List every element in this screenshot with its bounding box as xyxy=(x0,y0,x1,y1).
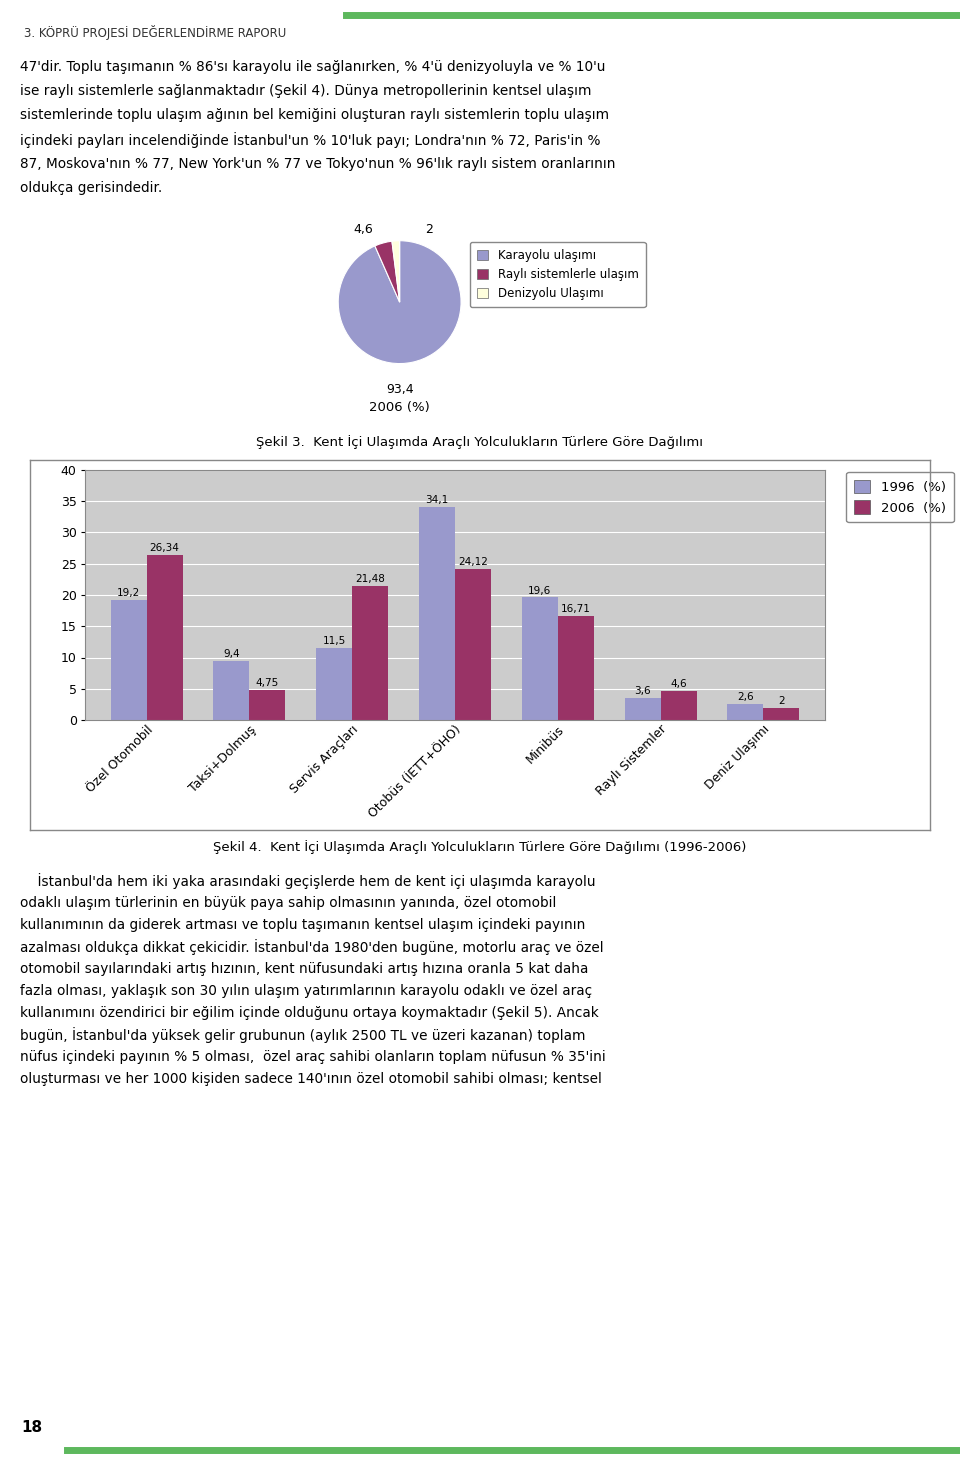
Text: 2: 2 xyxy=(425,224,433,237)
Text: 16,71: 16,71 xyxy=(561,603,590,614)
Text: 19,2: 19,2 xyxy=(117,589,140,598)
Text: 9,4: 9,4 xyxy=(223,649,240,659)
Text: 4,6: 4,6 xyxy=(353,224,372,237)
Bar xyxy=(763,707,800,720)
Text: 2006 (%): 2006 (%) xyxy=(370,402,430,415)
Wedge shape xyxy=(392,241,399,302)
Text: kullanımını özendirici bir eğilim içinde olduğunu ortaya koymaktadır (Şekil 5). : kullanımını özendirici bir eğilim içinde… xyxy=(20,1007,599,1020)
Text: Şekil 3.  Kent İçi Ulaşımda Araçlı Yolculukların Türlere Göre Dağılımı: Şekil 3. Kent İçi Ulaşımda Araçlı Yolcul… xyxy=(256,435,704,449)
Text: 3. KÖPRÜ PROJESİ DEĞERLENDİRME RAPORU: 3. KÖPRÜ PROJESİ DEĞERLENDİRME RAPORU xyxy=(24,25,286,41)
Text: 2: 2 xyxy=(778,695,784,706)
Text: içindeki payları incelendiğinde İstanbul'un % 10'luk payı; Londra'nın % 72, Pari: içindeki payları incelendiğinde İstanbul… xyxy=(20,131,601,148)
Text: ise raylı sistemlerle sağlanmaktadır (Şekil 4). Dünya metropollerinin kentsel ul: ise raylı sistemlerle sağlanmaktadır (Şe… xyxy=(20,85,591,98)
Bar xyxy=(558,615,593,720)
Text: 21,48: 21,48 xyxy=(355,574,385,584)
Bar xyxy=(147,555,182,720)
Text: 4,75: 4,75 xyxy=(255,678,279,688)
Legend: 1996  (%), 2006  (%): 1996 (%), 2006 (%) xyxy=(847,472,953,523)
Bar xyxy=(419,507,455,720)
Bar xyxy=(110,600,147,720)
Text: 18: 18 xyxy=(21,1420,42,1435)
Text: 34,1: 34,1 xyxy=(425,495,448,506)
Text: kullanımının da giderek artması ve toplu taşımanın kentsel ulaşım içindeki payın: kullanımının da giderek artması ve toplu… xyxy=(20,918,586,932)
Text: fazla olması, yaklaşık son 30 yılın ulaşım yatırımlarının karayolu odaklı ve öze: fazla olması, yaklaşık son 30 yılın ulaş… xyxy=(20,985,592,998)
Text: nüfus içindeki payının % 5 olması,  özel araç sahibi olanların toplam nüfusun % : nüfus içindeki payının % 5 olması, özel … xyxy=(20,1050,606,1064)
Bar xyxy=(213,662,250,720)
Text: azalması oldukça dikkat çekicidir. İstanbul'da 1980'den bugüne, motorlu araç ve : azalması oldukça dikkat çekicidir. İstan… xyxy=(20,939,604,955)
Bar xyxy=(352,586,388,720)
Bar xyxy=(522,598,558,720)
Text: bugün, İstanbul'da yüksek gelir grubunun (aylık 2500 TL ve üzeri kazanan) toplam: bugün, İstanbul'da yüksek gelir grubunun… xyxy=(20,1027,586,1043)
Text: 19,6: 19,6 xyxy=(528,586,551,596)
Text: 24,12: 24,12 xyxy=(458,558,488,567)
Text: 87, Moskova'nın % 77, New York'un % 77 ve Tokyo'nun % 96'lık raylı sistem oranla: 87, Moskova'nın % 77, New York'un % 77 v… xyxy=(20,156,615,171)
Text: 2,6: 2,6 xyxy=(737,693,754,701)
Text: 47'dir. Toplu taşımanın % 86'sı karayolu ile sağlanırken, % 4'ü denizyoluyla ve : 47'dir. Toplu taşımanın % 86'sı karayolu… xyxy=(20,60,606,75)
Text: 26,34: 26,34 xyxy=(150,543,180,554)
Text: İstanbul'da hem iki yaka arasındaki geçişlerde hem de kent içi ulaşımda karayolu: İstanbul'da hem iki yaka arasındaki geçi… xyxy=(20,874,595,888)
Bar xyxy=(455,570,491,720)
Text: oluşturması ve her 1000 kişiden sadece 140'ının özel otomobil sahibi olması; ken: oluşturması ve her 1000 kişiden sadece 1… xyxy=(20,1072,602,1086)
Wedge shape xyxy=(338,241,461,364)
Bar xyxy=(625,697,660,720)
Bar xyxy=(316,649,352,720)
Bar xyxy=(660,691,697,720)
Text: sistemlerinde toplu ulaşım ağının bel kemiğini oluşturan raylı sistemlerin toplu: sistemlerinde toplu ulaşım ağının bel ke… xyxy=(20,108,610,123)
Text: Şekil 4.  Kent İçi Ulaşımda Araçlı Yolculukların Türlere Göre Dağılımı (1996-200: Şekil 4. Kent İçi Ulaşımda Araçlı Yolcul… xyxy=(213,840,747,855)
Text: 11,5: 11,5 xyxy=(323,636,346,646)
Text: otomobil sayılarındaki artış hızının, kent nüfusundaki artış hızına oranla 5 kat: otomobil sayılarındaki artış hızının, ke… xyxy=(20,961,588,976)
Legend: Karayolu ulaşımı, Raylı sistemlerle ulaşım, Denizyolu Ulaşımı: Karayolu ulaşımı, Raylı sistemlerle ulaş… xyxy=(469,243,646,307)
Text: odaklı ulaşım türlerinin en büyük paya sahip olmasının yanında, özel otomobil: odaklı ulaşım türlerinin en büyük paya s… xyxy=(20,896,557,910)
Wedge shape xyxy=(375,241,399,302)
Text: 4,6: 4,6 xyxy=(670,679,686,690)
Text: 93,4: 93,4 xyxy=(386,383,414,396)
Text: 3,6: 3,6 xyxy=(635,685,651,695)
Bar xyxy=(728,704,763,720)
Text: oldukça gerisindedir.: oldukça gerisindedir. xyxy=(20,181,162,194)
Bar xyxy=(250,690,285,720)
